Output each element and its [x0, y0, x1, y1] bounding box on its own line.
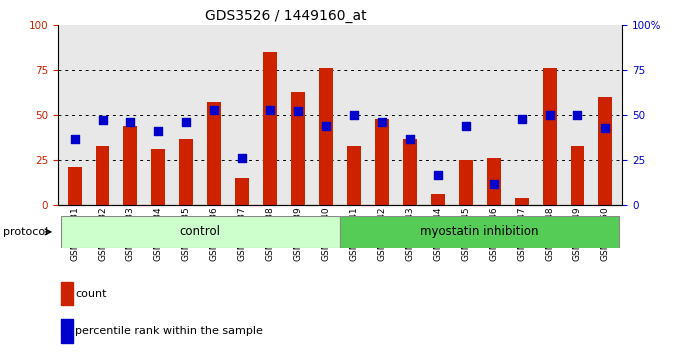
Bar — [571, 146, 585, 205]
Point — [488, 181, 499, 187]
Point — [600, 125, 611, 131]
Bar — [515, 198, 528, 205]
Bar — [61, 282, 73, 305]
Text: myostatin inhibition: myostatin inhibition — [420, 225, 539, 238]
Point — [181, 119, 192, 125]
Bar — [61, 319, 73, 343]
Bar — [375, 119, 389, 205]
Bar — [347, 146, 361, 205]
Bar — [95, 146, 109, 205]
Bar — [459, 160, 473, 205]
Bar — [543, 68, 556, 205]
Point — [292, 109, 303, 114]
Point — [69, 136, 80, 141]
Bar — [207, 102, 221, 205]
Point — [125, 119, 136, 125]
Point — [153, 129, 164, 134]
Text: GDS3526 / 1449160_at: GDS3526 / 1449160_at — [205, 9, 367, 23]
Point — [432, 172, 443, 177]
Point — [237, 155, 248, 161]
Point — [209, 107, 220, 113]
Bar — [180, 138, 193, 205]
Point — [544, 112, 555, 118]
Bar — [291, 92, 305, 205]
Text: count: count — [75, 289, 107, 299]
Bar — [263, 52, 277, 205]
Point — [349, 112, 360, 118]
Bar — [340, 216, 619, 248]
Point — [265, 107, 275, 113]
Bar — [235, 178, 249, 205]
Bar — [319, 68, 333, 205]
Text: control: control — [180, 225, 221, 238]
Text: protocol: protocol — [3, 227, 49, 237]
Bar — [152, 149, 165, 205]
Bar — [431, 194, 445, 205]
Bar — [124, 126, 137, 205]
Point — [97, 118, 108, 123]
Text: percentile rank within the sample: percentile rank within the sample — [75, 326, 263, 336]
Point — [405, 136, 415, 141]
Bar — [61, 216, 340, 248]
Point — [516, 116, 527, 121]
Point — [572, 112, 583, 118]
Bar — [67, 167, 82, 205]
Bar — [487, 158, 500, 205]
Point — [320, 123, 331, 129]
Point — [460, 123, 471, 129]
Bar — [598, 97, 613, 205]
Bar — [403, 138, 417, 205]
Point — [377, 119, 388, 125]
